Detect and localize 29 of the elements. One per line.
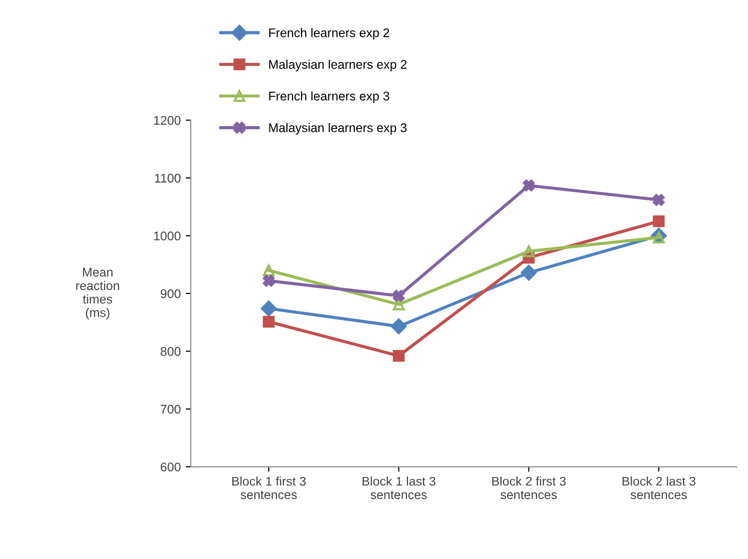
point [522, 180, 535, 192]
y-tick-label: 600 [160, 462, 181, 472]
legend-label: French learners exp 2 [269, 28, 390, 40]
y-tick-label: 900 [160, 289, 181, 298]
point [262, 316, 275, 328]
point [260, 300, 277, 316]
point [392, 290, 405, 302]
legend-label: Malaysian learners exp 2 [269, 60, 407, 72]
point [392, 298, 405, 310]
point [392, 350, 405, 362]
x-tick-label: Block 1 last 3 sentences [362, 476, 436, 500]
y-tick-label: 1200 [154, 116, 181, 125]
point [262, 274, 275, 287]
y-axis-title: Mean reaction times (ms) [76, 268, 120, 320]
y-tick-label: 800 [160, 347, 181, 356]
legend-label: French learners exp 3 [269, 91, 390, 103]
point [652, 194, 665, 206]
x-tick-label: Block 2 last 3 sentences [622, 476, 696, 500]
y-tick-label: 700 [160, 404, 181, 414]
x-tick-label: Block 1 first 3 sentences [232, 476, 306, 500]
legend-label: Malaysian learners exp 3 [269, 122, 407, 135]
x-tick-label: Block 2 first 3 sentences [492, 476, 566, 500]
y-tick-label: 1100 [155, 174, 181, 183]
point [390, 318, 407, 334]
point [652, 215, 665, 228]
point [522, 245, 535, 258]
point [520, 264, 537, 281]
point [262, 264, 275, 276]
y-tick-label: 1000 [154, 232, 181, 240]
